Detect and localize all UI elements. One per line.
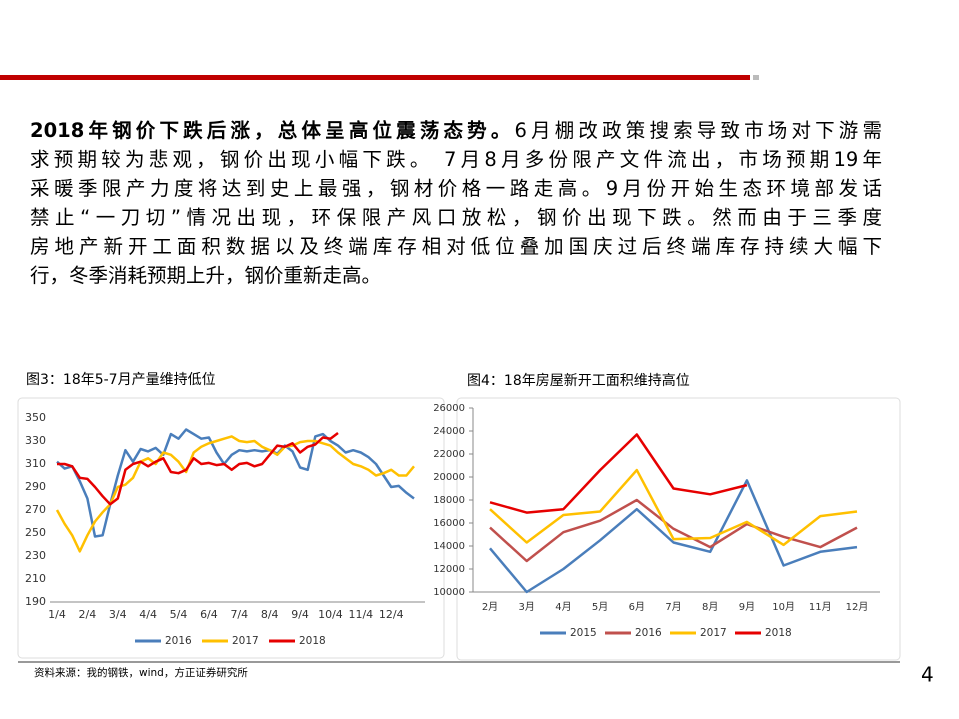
line: 房地产新开工面积数据以及终端库存相对低位叠加国庆过后终端库存持续大幅下 xyxy=(30,235,882,258)
x-tick-label: 10/4 xyxy=(318,608,343,621)
y-tick-label: 14000 xyxy=(433,541,465,552)
y-tick-label: 190 xyxy=(25,595,46,608)
source: 资料来源：我的钢铁，wind，方正证券研究所 xyxy=(34,666,248,679)
series-line xyxy=(56,428,415,538)
x-tick-label: 3/4 xyxy=(109,608,127,621)
y-tick-label: 22000 xyxy=(433,449,465,460)
x-tick-label: 6/4 xyxy=(200,608,218,621)
x-tick-label: 2月 xyxy=(482,601,498,613)
legend-label: 2015 xyxy=(570,627,597,639)
x-tick-label: 10月 xyxy=(772,601,795,613)
y-tick-label: 12000 xyxy=(433,564,465,575)
x-tick-label: 8月 xyxy=(702,601,718,613)
line: 行，冬季消耗预期上升，钢价重新走高。 xyxy=(30,264,382,287)
x-tick-label: 8/4 xyxy=(261,608,279,621)
x-tick-label: 3月 xyxy=(519,601,535,613)
legend-label: 2017 xyxy=(232,635,259,647)
chart-title: 图4：18年房屋新开工面积维持高位 xyxy=(467,372,690,389)
chart-frame xyxy=(456,397,901,661)
x-tick-label: 7/4 xyxy=(230,608,248,621)
series-line xyxy=(489,498,858,563)
series-line xyxy=(55,435,415,553)
paragraph: 2018年钢价下跌后涨，总体呈高位震荡态势。6月棚改政策搜索导致市场对下游需 求… xyxy=(30,116,882,290)
y-tick-label: 10000 xyxy=(433,587,465,598)
x-tick-label: 2/4 xyxy=(79,608,97,621)
x-tick-label: 7月 xyxy=(665,601,681,613)
legend-label: 2016 xyxy=(165,635,192,647)
line: 求预期较为悲观，钢价出现小幅下跌。 7月8月多份限产文件流出，市场预期19年 xyxy=(30,148,882,171)
y-tick-label: 350 xyxy=(25,411,46,424)
lead: 2018年钢价下跌后涨，总体呈高位震荡态势。 xyxy=(30,119,515,142)
x-tick-label: 5/4 xyxy=(170,608,188,621)
series-line xyxy=(489,433,748,514)
x-tick-label: 12/4 xyxy=(379,608,404,621)
legend-label: 2017 xyxy=(700,627,727,639)
line: 2018年钢价下跌后涨，总体呈高位震荡态势。6月棚改政策搜索导致市场对下游需 xyxy=(30,116,882,145)
series-line xyxy=(489,479,858,594)
chart-title: 图3：18年5-7月产量维持低位 xyxy=(26,372,216,388)
y-tick-label: 270 xyxy=(25,503,46,516)
x-tick-label: 9/4 xyxy=(291,608,309,621)
line: 采暖季限产力度将达到史上最强，钢材价格一路走高。9月份开始生态环境部发话 xyxy=(30,177,882,200)
line: 禁止“一刀切”情况出现，环保限产风口放松，钢价出现下跌。然而由于三季度 xyxy=(30,206,882,229)
y-tick-label: 16000 xyxy=(433,518,465,529)
y-tick-label: 250 xyxy=(25,526,46,539)
y-tick-label: 18000 xyxy=(433,495,465,506)
legend-label: 2016 xyxy=(635,627,662,639)
x-tick-label: 4/4 xyxy=(139,608,157,621)
legend-label: 2018 xyxy=(299,635,326,647)
y-tick-label: 24000 xyxy=(433,426,465,437)
top-bar-end xyxy=(753,75,759,80)
series-line xyxy=(57,432,339,506)
page-number: 4 xyxy=(921,663,934,687)
x-tick-label: 11月 xyxy=(809,601,832,613)
y-tick-label: 330 xyxy=(25,434,46,447)
y-tick-label: 26000 xyxy=(433,403,465,414)
y-tick-label: 20000 xyxy=(433,472,465,483)
x-tick-label: 9月 xyxy=(739,601,755,613)
x-tick-label: 12月 xyxy=(846,601,869,613)
y-tick-label: 290 xyxy=(25,480,46,493)
x-tick-label: 4月 xyxy=(555,601,571,613)
chart-frame xyxy=(17,397,445,659)
text: 6月棚改政策搜索导致市场对下游需 xyxy=(514,119,882,142)
x-tick-label: 5月 xyxy=(592,601,608,613)
x-tick-label: 6月 xyxy=(629,601,645,613)
y-tick-label: 310 xyxy=(25,457,46,470)
x-tick-label: 11/4 xyxy=(348,608,373,621)
legend-label: 2018 xyxy=(765,627,792,639)
x-tick-label: 1/4 xyxy=(48,608,66,621)
y-tick-label: 230 xyxy=(25,549,46,562)
y-tick-label: 210 xyxy=(25,572,46,585)
top-bar xyxy=(0,75,750,80)
series-line xyxy=(489,468,858,547)
